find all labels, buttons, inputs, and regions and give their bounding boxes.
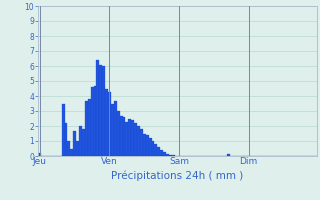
Bar (102, 66, 105, 156)
Bar (140, 129, 143, 156)
Bar (70, 148, 73, 156)
Bar (143, 134, 146, 156)
Bar (91, 87, 93, 156)
Bar (65, 123, 68, 156)
Bar (120, 116, 123, 156)
Bar (68, 141, 70, 156)
Bar (38, 153, 41, 156)
Bar (125, 121, 128, 156)
Bar (96, 60, 99, 156)
X-axis label: Précipitations 24h ( mm ): Précipitations 24h ( mm ) (111, 171, 244, 181)
Bar (123, 117, 125, 156)
Bar (73, 130, 76, 156)
Bar (137, 126, 140, 156)
Bar (76, 141, 79, 156)
Bar (82, 129, 85, 156)
Bar (148, 138, 151, 156)
Bar (163, 152, 166, 156)
Bar (169, 154, 172, 156)
Bar (146, 135, 148, 156)
Bar (85, 100, 88, 156)
Bar (134, 123, 137, 156)
Bar (172, 155, 175, 156)
Bar (157, 147, 160, 156)
Bar (93, 86, 96, 156)
Bar (131, 120, 134, 156)
Bar (117, 111, 120, 156)
Bar (114, 100, 117, 156)
Bar (160, 150, 163, 156)
Bar (227, 154, 230, 156)
Bar (151, 141, 155, 156)
Bar (166, 154, 169, 156)
Bar (128, 118, 131, 156)
Bar (79, 126, 82, 156)
Bar (62, 104, 65, 156)
Bar (88, 99, 91, 156)
Bar (111, 104, 114, 156)
Bar (155, 144, 157, 156)
Bar (99, 64, 102, 156)
Bar (105, 88, 108, 156)
Bar (108, 92, 111, 156)
